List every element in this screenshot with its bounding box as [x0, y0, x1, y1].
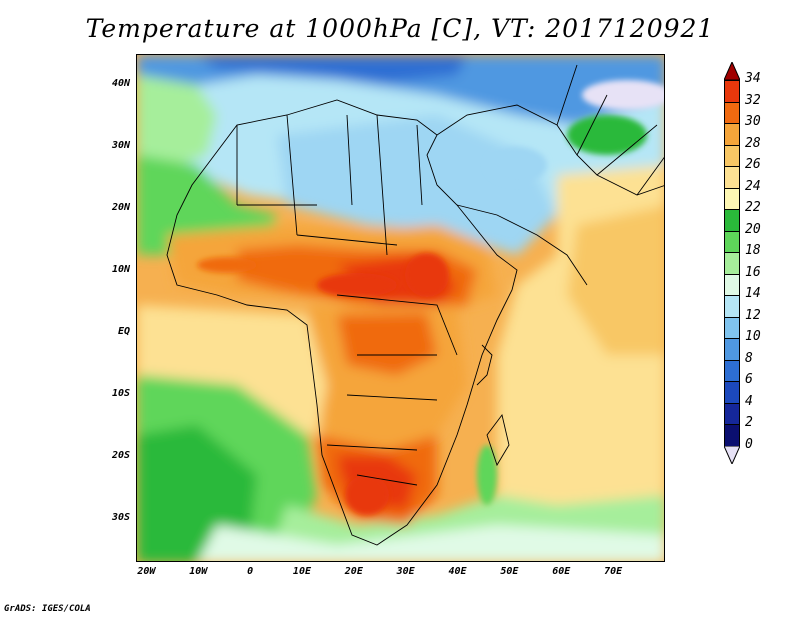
colorbar-swatch [724, 187, 740, 210]
colorbar-swatch [724, 166, 740, 189]
longitude-label: 10W [189, 566, 208, 577]
latitude-label: 10N [111, 263, 130, 275]
colorbar-swatch [724, 338, 740, 361]
colorbar-label: 8 [745, 350, 753, 366]
latitude-label: 20N [111, 201, 130, 213]
longitude-label: 70E [604, 566, 623, 577]
longitude-label: 60E [552, 566, 571, 577]
colorbar-swatch [724, 252, 740, 275]
colorbar-swatch [724, 402, 740, 425]
colorbar-label: 20 [745, 221, 761, 237]
colorbar-swatch [724, 295, 740, 318]
colorbar-label: 24 [745, 178, 761, 194]
grads-credit: GrADS: IGES/COLA [4, 604, 91, 614]
colorbar-label: 30 [745, 114, 761, 129]
colorbar-label: 16 [745, 264, 761, 280]
longitude-label: 50E [500, 566, 519, 577]
colorbar-swatch [724, 381, 740, 404]
colorbar-swatch [724, 424, 740, 447]
colorbar-label: 12 [745, 307, 761, 323]
colorbar-label: 2 [745, 415, 753, 430]
latitude-label: 30S [111, 511, 130, 523]
longitude-label: 20W [137, 566, 156, 577]
longitude-label: 0 [247, 566, 254, 577]
map-field [137, 55, 664, 561]
latitude-label: 20S [111, 449, 130, 461]
colorbar-swatch [724, 144, 740, 167]
colorbar-label: 0 [745, 436, 753, 452]
latitude-label: 30N [111, 139, 130, 151]
colorbar-swatch [724, 230, 740, 253]
colorbar-swatch [724, 273, 740, 296]
colorbar-label: 6 [745, 372, 753, 387]
colorbar-label: 18 [745, 243, 761, 258]
colorbar-label: 22 [745, 200, 761, 215]
colorbar-swatch [724, 123, 740, 146]
colorbar-swatch [724, 359, 740, 382]
colorbar-top-arrow [724, 62, 740, 80]
coastlines [166, 64, 664, 546]
latitude-label: 10S [111, 387, 130, 399]
temperature-map [136, 54, 665, 562]
colorbar-label: 28 [745, 135, 761, 151]
colorbar-swatch [724, 101, 740, 124]
colorbar-label: 32 [745, 92, 761, 108]
latitude-label: 40N [111, 77, 130, 89]
longitude-label: 20E [344, 566, 363, 577]
longitude-label: 10E [292, 566, 311, 577]
colorbar-swatch [724, 316, 740, 339]
chart-title: Temperature at 1000hPa [C], VT: 20171209… [85, 14, 715, 43]
colorbar-bottom-arrow [724, 445, 740, 464]
colorbar-swatch [724, 209, 740, 232]
latitude-label: EQ [117, 325, 130, 337]
colorbar-label: 34 [745, 71, 761, 86]
detail-blobs [197, 80, 664, 515]
colorbar-label: 26 [745, 157, 761, 172]
longitude-label: 30E [396, 566, 415, 577]
temperature-zones [137, 55, 664, 561]
colorbar-label: 10 [745, 329, 761, 344]
longitude-label: 40E [448, 566, 467, 577]
colorbar-label: 4 [745, 393, 753, 409]
colorbar-label: 14 [745, 286, 761, 301]
colorbar-swatch [724, 80, 740, 103]
